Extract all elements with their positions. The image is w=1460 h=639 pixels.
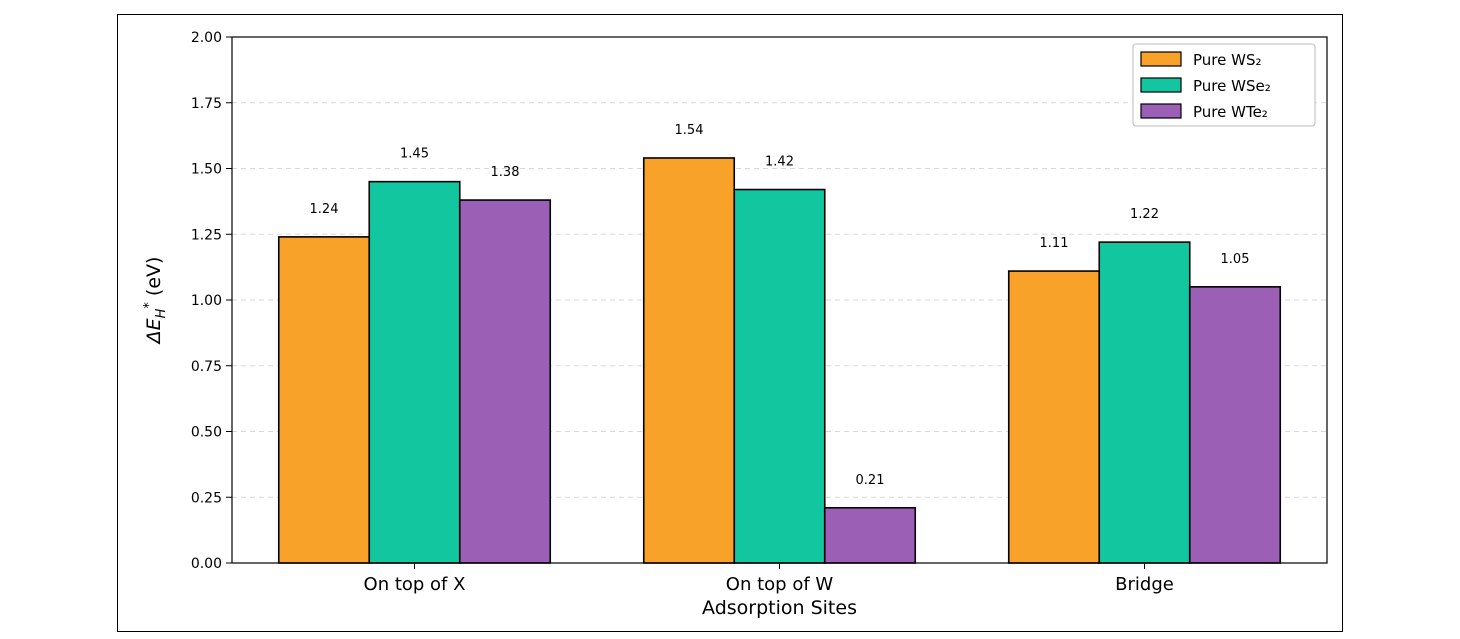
bar	[1007, 270, 1101, 564]
y-axis-ticks: 0.00 0.25 0.50 0.75 1.00 1.25 1.50 1.75 2.00	[191, 30, 232, 572]
legend-label: Pure WSe₂	[1193, 77, 1271, 95]
y-tick-label: 1.50	[191, 162, 222, 178]
y-tick-label: 1.00	[191, 293, 222, 309]
bar	[277, 236, 371, 564]
bar-value-label: 1.05	[1221, 252, 1250, 267]
bar-value-label: 1.11	[1040, 236, 1069, 251]
y-tick-label: 1.75	[191, 96, 222, 112]
legend-swatch	[1140, 103, 1182, 119]
bar	[368, 180, 461, 564]
bar-value-label: 1.22	[1130, 207, 1159, 222]
legend-label: Pure WS₂	[1193, 51, 1262, 69]
bar	[642, 157, 736, 564]
value-labels: 1.24 1.45 1.38 1.54 1.42 0.21 1.11 1.22 1.05	[310, 123, 1250, 488]
legend-swatch	[1140, 51, 1182, 67]
bar-value-label: 0.21	[856, 473, 885, 488]
y-axis-title-superscript: *	[142, 302, 157, 309]
bar	[1098, 241, 1191, 564]
y-axis-title-unit: (eV)	[143, 257, 165, 303]
y-tick-label: 0.00	[191, 556, 222, 572]
bar-value-label: 1.38	[491, 165, 520, 180]
bar-value-label: 1.45	[400, 147, 429, 162]
x-tick-label: On top of X	[364, 574, 466, 595]
legend: Pure WS₂ Pure WSe₂ Pure WTe₂	[1132, 43, 1316, 127]
bar-value-label: 1.54	[675, 123, 704, 138]
y-tick-label: 0.25	[191, 490, 222, 506]
y-tick-label: 2.00	[191, 30, 222, 46]
y-tick-label: 0.75	[191, 359, 222, 375]
bar	[458, 199, 552, 564]
x-axis-title: Adsorption Sites	[702, 597, 857, 619]
bar	[733, 188, 826, 564]
x-tick-label: Bridge	[1115, 574, 1174, 595]
bar	[823, 506, 917, 564]
bars	[277, 157, 1282, 564]
y-axis-title-main: ΔE	[143, 318, 165, 345]
bar-value-label: 1.42	[765, 155, 794, 170]
bar-value-label: 1.24	[310, 202, 339, 217]
y-tick-label: 0.50	[191, 425, 222, 441]
y-axis-title: ΔEH* (eV)	[142, 257, 169, 346]
x-tick-label: On top of W	[726, 574, 834, 595]
legend-swatch	[1140, 77, 1182, 93]
legend-label: Pure WTe₂	[1193, 103, 1268, 121]
x-axis-ticks: On top of X On top of W Bridge	[364, 563, 1174, 595]
y-axis-title-subscript: H	[154, 308, 169, 318]
y-tick-label: 1.25	[191, 227, 222, 243]
bar	[1188, 286, 1282, 564]
